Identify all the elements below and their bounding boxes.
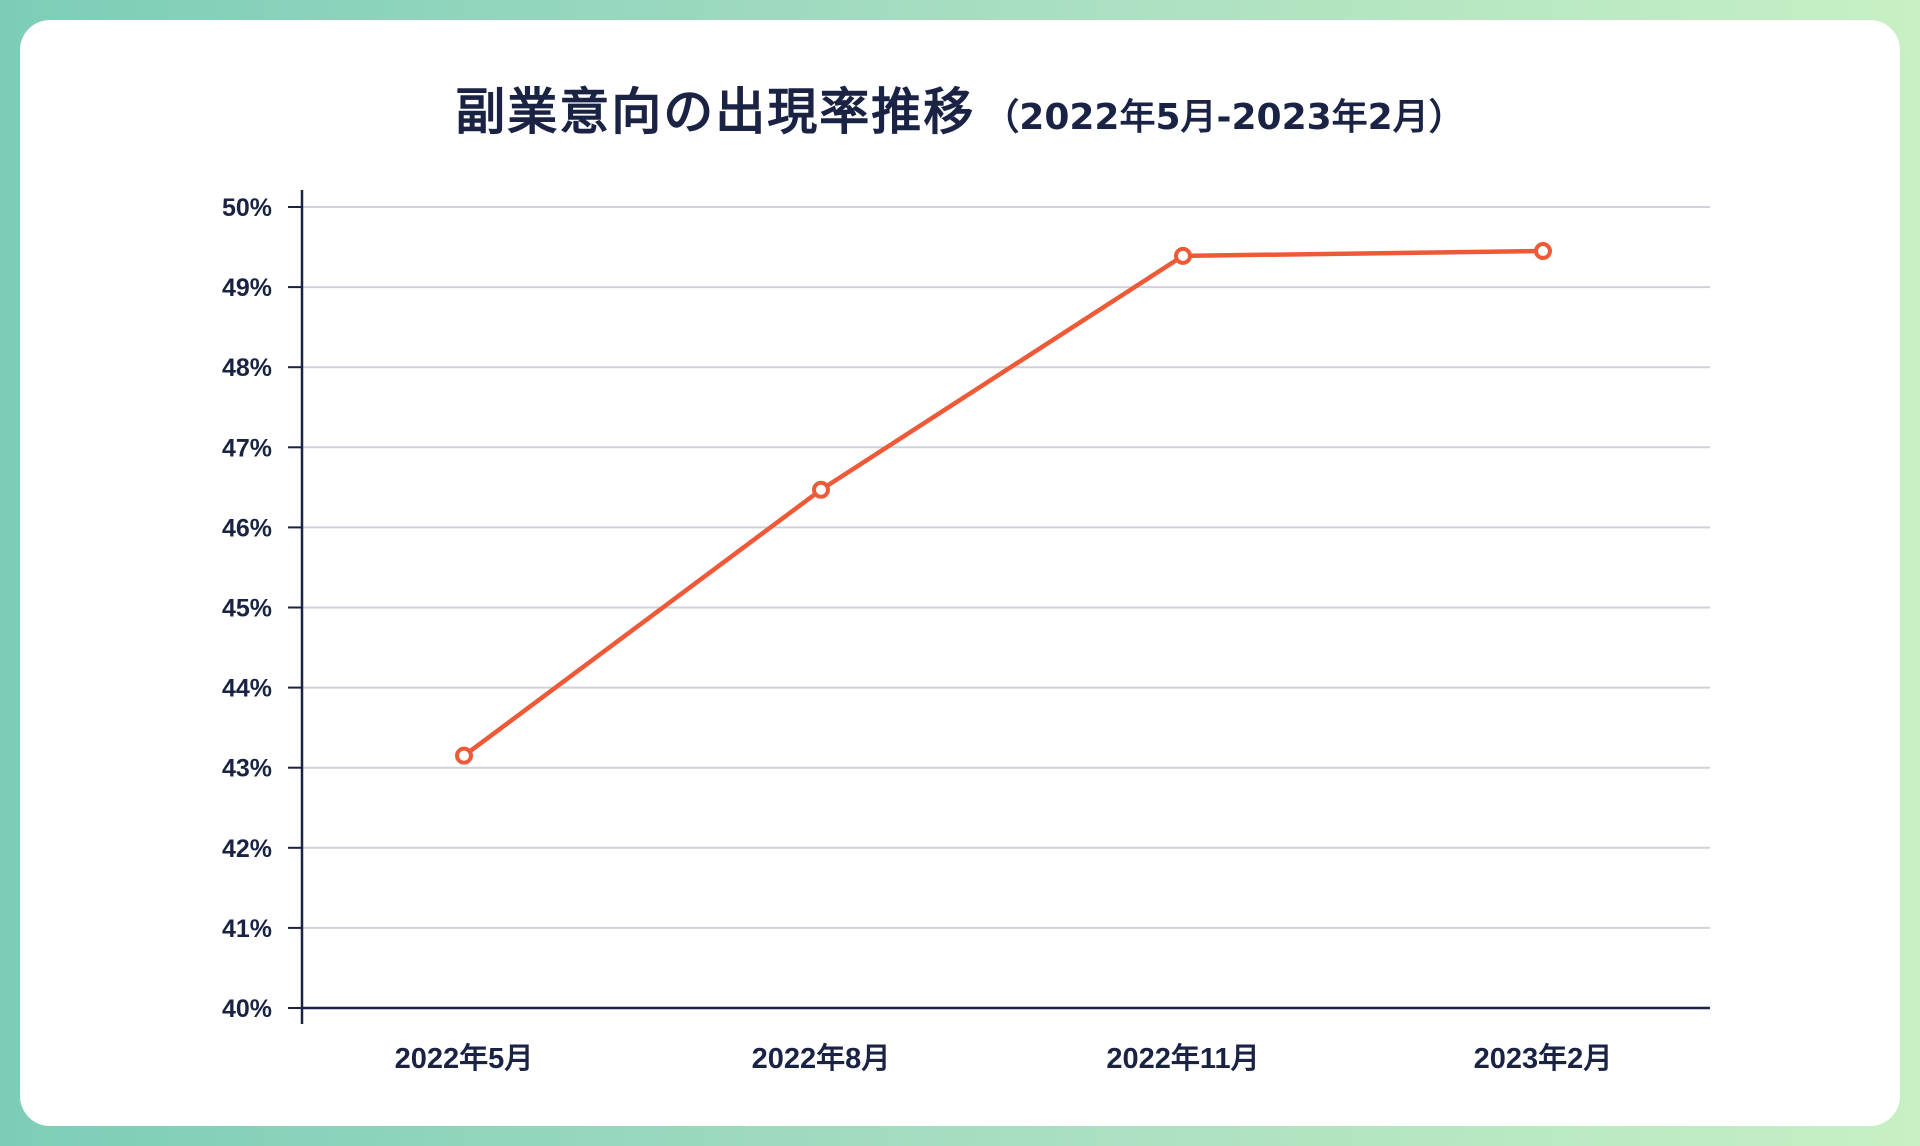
data-point	[455, 746, 473, 765]
y-tick-label: 44%	[222, 675, 272, 703]
data-point	[1534, 242, 1552, 261]
x-tick-label: 2022年5月	[395, 1041, 534, 1075]
chart-card	[20, 20, 1900, 1126]
y-tick-label: 49%	[222, 274, 272, 302]
y-tick-label: 42%	[222, 835, 272, 863]
y-tick-label: 45%	[222, 595, 272, 623]
x-tick-label: 2022年11月	[1106, 1041, 1259, 1075]
chart-title: 副業意向の出現率推移 （2022年5月-2023年2月）	[0, 72, 1920, 144]
y-tick-label: 40%	[222, 995, 272, 1023]
y-tick-label: 43%	[222, 755, 272, 783]
x-tick-label: 2023年2月	[1474, 1041, 1613, 1075]
y-tick-label: 47%	[222, 434, 272, 462]
y-tick-label: 41%	[222, 915, 272, 943]
chart-subtitle: （2022年5月-2023年2月）	[983, 97, 1465, 138]
data-point	[812, 480, 830, 499]
data-point	[1174, 246, 1192, 265]
x-tick-label: 2022年8月	[752, 1041, 891, 1075]
y-tick-label: 48%	[222, 354, 272, 382]
chart-title-main: 副業意向の出現率推移	[455, 83, 976, 141]
y-tick-label: 50%	[222, 194, 272, 222]
y-tick-label: 46%	[222, 514, 272, 542]
series-line	[462, 248, 1544, 758]
